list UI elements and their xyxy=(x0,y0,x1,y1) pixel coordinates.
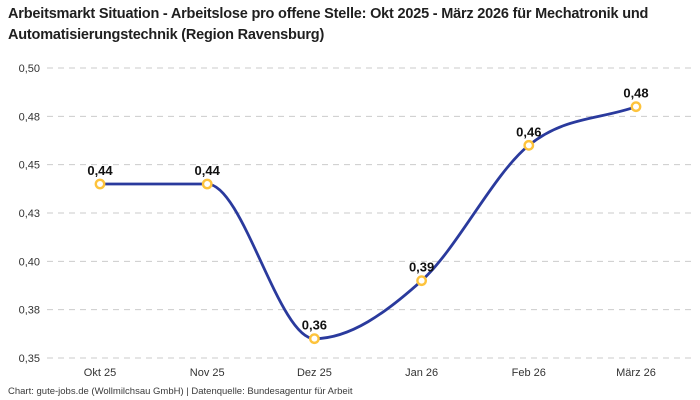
x-tick-label: Feb 26 xyxy=(512,367,546,379)
y-tick-label: 0,40 xyxy=(19,256,40,268)
data-point-label: 0,44 xyxy=(195,163,221,178)
x-tick-label: Jan 26 xyxy=(405,367,438,379)
y-tick-label: 0,50 xyxy=(19,63,40,75)
chart-footer-credit: Chart: gute-jobs.de (Wollmilchsau GmbH) … xyxy=(8,386,353,397)
data-point-label: 0,36 xyxy=(302,318,327,333)
x-tick-label: März 26 xyxy=(616,367,656,379)
x-tick-label: Dez 25 xyxy=(297,367,332,379)
x-tick-label: Nov 25 xyxy=(190,367,225,379)
x-tick-label: Okt 25 xyxy=(84,367,116,379)
data-point-marker xyxy=(94,178,106,190)
data-point-marker xyxy=(630,101,642,113)
y-tick-label: 0,48 xyxy=(19,111,40,123)
y-tick-label: 0,45 xyxy=(19,160,40,172)
data-point-label: 0,46 xyxy=(516,124,541,139)
data-point-label: 0,39 xyxy=(409,260,434,275)
y-tick-label: 0,35 xyxy=(19,353,40,365)
data-point-marker xyxy=(416,275,427,287)
chart-title: Arbeitsmarkt Situation - Arbeitslose pro… xyxy=(8,6,649,44)
data-point-label: 0,48 xyxy=(623,86,648,101)
data-point-marker xyxy=(201,178,213,190)
series-line xyxy=(98,105,638,341)
data-point-marker xyxy=(523,139,535,151)
y-tick-label: 0,38 xyxy=(19,305,40,317)
data-point-marker xyxy=(308,333,320,345)
data-point-label: 0,44 xyxy=(87,163,113,178)
y-tick-label: 0,43 xyxy=(19,208,40,220)
